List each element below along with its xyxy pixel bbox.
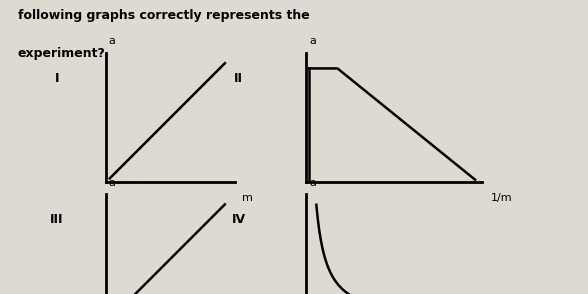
Text: a: a xyxy=(108,178,115,188)
Text: experiment?: experiment? xyxy=(18,47,105,60)
Text: II: II xyxy=(234,72,243,85)
Text: a: a xyxy=(108,36,115,46)
Text: I: I xyxy=(55,72,59,85)
Text: III: III xyxy=(50,213,64,226)
Text: a: a xyxy=(309,36,316,46)
Text: 1/m: 1/m xyxy=(491,193,513,203)
Text: m: m xyxy=(242,193,252,203)
Text: IV: IV xyxy=(232,213,246,226)
Text: a: a xyxy=(309,178,316,188)
Text: following graphs correctly represents the: following graphs correctly represents th… xyxy=(18,9,309,22)
